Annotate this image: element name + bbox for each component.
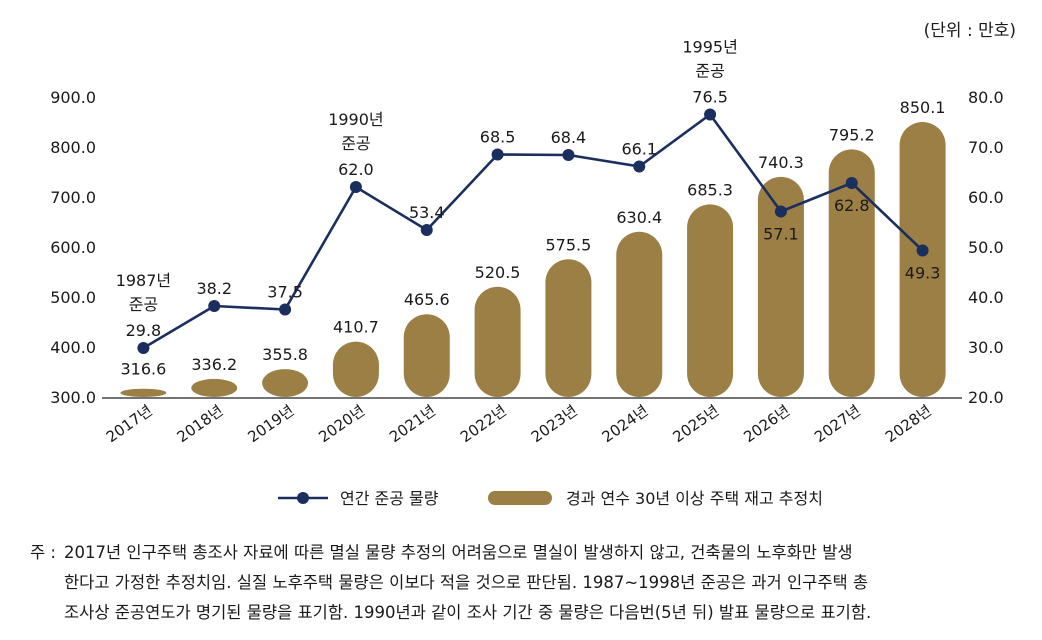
line-point-2021년 xyxy=(420,224,433,236)
right-tick-label: 40.0 xyxy=(968,288,1004,307)
line-point-2025년 xyxy=(704,108,717,121)
right-tick-label: 50.0 xyxy=(968,238,1004,257)
line-point-2017년 xyxy=(137,342,150,354)
footnote: 주 : 2017년 인구주택 총조사 자료에 따른 멸실 물량 추정의 어려움으… xyxy=(30,538,1020,628)
bar-value-label: 465.6 xyxy=(404,290,450,309)
line-point-2023년 xyxy=(562,149,575,161)
line-value-label: 62.8 xyxy=(834,196,870,215)
legend: 연간 준공 물량 경과 연수 30년 이상 주택 재고 추정치 xyxy=(278,489,823,508)
x-tick-label: 2020년 xyxy=(315,402,368,447)
line-series-path xyxy=(142,113,924,350)
bar-2026년 xyxy=(757,176,804,397)
line-value-label: 29.8 xyxy=(126,321,162,340)
bar-value-label: 316.6 xyxy=(121,360,167,379)
bar-value-label: 630.4 xyxy=(616,208,662,227)
right-tick-label: 60.0 xyxy=(968,188,1004,207)
line-value-label: 38.2 xyxy=(196,279,232,298)
line-value-label: 68.5 xyxy=(480,128,516,147)
x-tick-label: 2019년 xyxy=(244,402,297,447)
line-point-2018년 xyxy=(208,300,221,312)
line-point-2019년 xyxy=(279,303,292,316)
line-point-2026년 xyxy=(774,205,787,218)
annotation-year: 1987년 xyxy=(116,271,171,290)
bar-value-label: 336.2 xyxy=(191,355,237,374)
bar-2018년 xyxy=(191,378,238,397)
bar-value-label: 795.2 xyxy=(829,125,875,144)
annotation-year: 1995년 xyxy=(682,38,737,57)
left-tick-label: 900.0 xyxy=(50,88,96,107)
bar-value-label: 520.5 xyxy=(475,263,521,282)
x-tick-label: 2021년 xyxy=(386,402,439,447)
bar-2017년 xyxy=(120,388,167,397)
labels-layer: 316.6 336.2 355.8 410.7 465.6 520.5 575.5 630.4… xyxy=(116,38,946,379)
left-tick-label: 800.0 xyxy=(50,138,96,157)
bar-value-label: 740.3 xyxy=(758,153,804,172)
right-tick-label: 20.0 xyxy=(968,388,1004,407)
left-tick-label: 600.0 xyxy=(50,238,96,257)
bar-2020년 xyxy=(332,341,379,397)
line-point-2024년 xyxy=(633,160,646,173)
x-tick-label: 2022년 xyxy=(457,402,510,447)
x-tick-label: 2018년 xyxy=(174,402,227,447)
bar-2027년 xyxy=(828,149,875,397)
line-value-label: 68.4 xyxy=(551,128,587,147)
footnote-line-2: 한다고 가정한 추정치임. 실질 노후주택 물량은 이보다 적을 것으로 판단됨… xyxy=(64,573,869,592)
legend-line-marker xyxy=(297,492,309,504)
x-tick-label: 2024년 xyxy=(599,402,652,447)
right-tick-label: 30.0 xyxy=(968,338,1004,357)
line-value-label: 49.3 xyxy=(905,264,941,283)
bar-value-label: 685.3 xyxy=(687,180,733,199)
footnote-prefix: 주 : xyxy=(30,543,56,562)
line-value-label: 37.5 xyxy=(267,283,303,302)
line-value-label: 57.1 xyxy=(763,225,799,244)
line-point-2022년 xyxy=(491,148,504,161)
annotation-year: 1990년 xyxy=(328,110,383,129)
annotation-suffix: 준공 xyxy=(129,295,158,314)
left-tick-label: 300.0 xyxy=(50,388,96,407)
annotation-suffix: 준공 xyxy=(695,62,724,81)
bar-2023년 xyxy=(545,259,592,397)
footnote-line-1: 2017년 인구주택 총조사 자료에 따른 멸실 물량 추정의 어려움으로 멸실… xyxy=(64,543,853,562)
x-tick-label: 2027년 xyxy=(811,402,864,447)
right-tick-label: 70.0 xyxy=(968,138,1004,157)
x-tick-label: 2017년 xyxy=(103,402,156,447)
x-tick-label: 2028년 xyxy=(882,402,935,447)
bar-2025년 xyxy=(687,204,734,397)
x-tick-label: 2026년 xyxy=(740,402,793,447)
line-value-label: 53.4 xyxy=(409,203,445,222)
legend-bar-label: 경과 연수 30년 이상 주택 재고 추정치 xyxy=(566,489,823,508)
right-tick-label: 80.0 xyxy=(968,88,1004,107)
legend-bar-swatch xyxy=(488,491,552,505)
x-tick-label: 2025년 xyxy=(669,402,722,447)
line-layer xyxy=(137,108,929,354)
x-tick-label: 2023년 xyxy=(528,402,581,447)
annotation-suffix: 준공 xyxy=(341,134,370,153)
unit-label: (단위 : 만호) xyxy=(923,21,1016,41)
line-point-2028년 xyxy=(916,244,929,257)
line-point-2027년 xyxy=(845,177,858,189)
bar-2021년 xyxy=(403,314,450,397)
bar-2019년 xyxy=(262,369,309,397)
line-value-label: 66.1 xyxy=(621,140,657,159)
bar-value-label: 410.7 xyxy=(333,318,379,337)
line-value-label: 62.0 xyxy=(338,160,374,179)
bar-2022년 xyxy=(474,286,521,397)
bar-2028년 xyxy=(899,121,946,397)
left-tick-label: 500.0 xyxy=(50,288,96,307)
bar-value-label: 355.8 xyxy=(262,345,308,364)
left-tick-label: 400.0 xyxy=(50,338,96,357)
bar-2024년 xyxy=(616,231,663,397)
line-point-2020년 xyxy=(349,181,362,193)
bar-value-label: 575.5 xyxy=(546,235,592,254)
bars-layer xyxy=(120,121,946,397)
legend-line-label: 연간 준공 물량 xyxy=(340,489,439,508)
combo-chart: 300.0 400.0 500.0 600.0 700.0 800.0 900.0 20.0 3… xyxy=(50,38,1004,509)
bar-value-label: 850.1 xyxy=(900,98,946,117)
left-tick-label: 700.0 xyxy=(50,188,96,207)
line-value-label: 76.5 xyxy=(692,88,728,107)
footnote-line-3: 조사상 준공연도가 명기된 물량을 표기함. 1990년과 같이 조사 기간 중… xyxy=(64,603,872,622)
